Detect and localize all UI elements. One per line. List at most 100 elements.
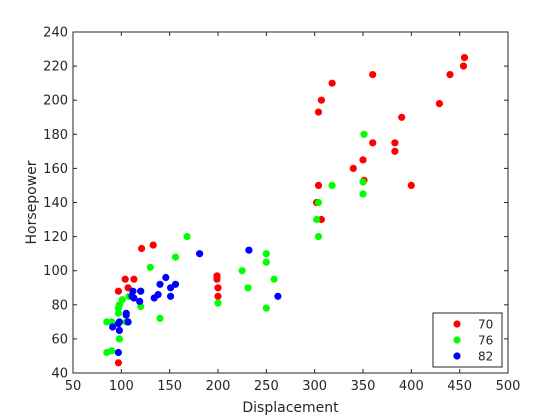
data-point	[398, 113, 406, 121]
data-point	[270, 275, 278, 283]
data-point	[359, 178, 367, 186]
y-tick-label: 200	[43, 94, 68, 109]
data-point	[121, 275, 129, 283]
data-point	[124, 284, 132, 292]
data-point	[244, 284, 252, 292]
y-tick-label: 40	[51, 367, 68, 382]
data-point	[213, 275, 221, 283]
data-point	[262, 250, 270, 258]
data-point	[360, 130, 368, 138]
legend-label: 82	[478, 350, 493, 364]
legend-item: 70	[453, 318, 493, 332]
y-tick-label: 80	[51, 298, 68, 313]
data-point	[435, 99, 444, 108]
y-tick-label: 180	[43, 128, 68, 143]
x-tick-label: 250	[254, 379, 279, 394]
x-tick-label: 300	[302, 379, 327, 394]
data-point	[115, 326, 123, 335]
data-point	[114, 359, 122, 367]
data-point	[391, 139, 399, 147]
data-point	[369, 139, 377, 147]
legend-marker	[453, 336, 461, 344]
legend-label: 70	[478, 318, 493, 332]
axis-ticks: 50 100 150 200 250 300 350 400 450 500 40 60 80 100 12…	[43, 26, 520, 395]
data-point	[314, 233, 323, 241]
data-point	[262, 304, 270, 312]
y-tick-label: 220	[43, 60, 68, 75]
data-point	[114, 348, 122, 357]
data-point	[369, 70, 377, 79]
data-point	[167, 292, 175, 300]
legend-label: 76	[478, 334, 493, 348]
legend-box	[432, 312, 503, 368]
data-point	[137, 287, 145, 295]
data-point	[349, 164, 357, 172]
data-point	[328, 79, 336, 87]
data-point	[391, 147, 399, 155]
y-axis-label: Horsepower	[24, 160, 40, 244]
data-point	[124, 318, 132, 326]
data-point	[156, 280, 164, 288]
x-tick-label: 350	[351, 379, 376, 394]
data-point	[359, 156, 367, 164]
x-tick-label: 100	[109, 379, 134, 394]
y-tick-label: 60	[51, 332, 68, 347]
x-axis-label: Displacement	[242, 400, 339, 416]
data-point	[359, 190, 367, 198]
data-point	[459, 62, 468, 70]
data-point	[146, 263, 154, 271]
x-tick-label: 400	[399, 379, 424, 394]
data-point	[317, 96, 326, 104]
data-point	[314, 198, 323, 207]
data-point	[214, 284, 222, 292]
legend-marker	[453, 352, 461, 360]
data-point	[136, 297, 144, 306]
data-point	[171, 280, 180, 288]
data-point	[130, 275, 138, 283]
data-point	[238, 267, 246, 275]
data-point	[162, 273, 170, 282]
y-tick-label: 100	[43, 264, 68, 279]
x-tick-label: 500	[496, 379, 521, 394]
data-point	[183, 233, 191, 241]
data-point	[138, 244, 146, 253]
data-point	[129, 287, 137, 295]
data-point	[314, 181, 323, 189]
data-point	[171, 253, 180, 261]
data-point	[108, 323, 117, 331]
y-tick-label: 240	[43, 26, 68, 41]
legend-marker	[453, 320, 461, 328]
data-point	[149, 241, 157, 249]
data-point	[314, 108, 323, 116]
data-points	[103, 53, 469, 367]
data-point	[214, 299, 222, 307]
data-point	[328, 181, 336, 189]
data-point	[214, 292, 222, 300]
data-point	[313, 215, 321, 224]
x-tick-label: 450	[447, 379, 472, 394]
data-point	[156, 314, 164, 323]
legend-item: 82	[453, 350, 493, 364]
series-82	[108, 246, 282, 357]
data-point	[167, 284, 175, 292]
data-point	[196, 250, 204, 258]
data-point	[407, 181, 415, 189]
y-tick-label: 160	[43, 162, 68, 177]
data-point	[154, 291, 162, 299]
data-point	[274, 292, 282, 300]
data-point	[115, 335, 123, 343]
data-point	[245, 246, 253, 254]
data-point	[262, 258, 270, 266]
data-point	[130, 294, 138, 302]
data-point	[115, 318, 123, 326]
data-point	[446, 70, 454, 79]
y-tick-label: 140	[43, 196, 68, 211]
x-tick-label: 150	[157, 379, 182, 394]
legend-item: 76	[453, 334, 493, 348]
data-point	[460, 53, 469, 62]
x-tick-label: 200	[206, 379, 231, 394]
data-point	[114, 287, 122, 295]
data-point	[118, 296, 126, 304]
y-tick-label: 120	[43, 230, 68, 245]
